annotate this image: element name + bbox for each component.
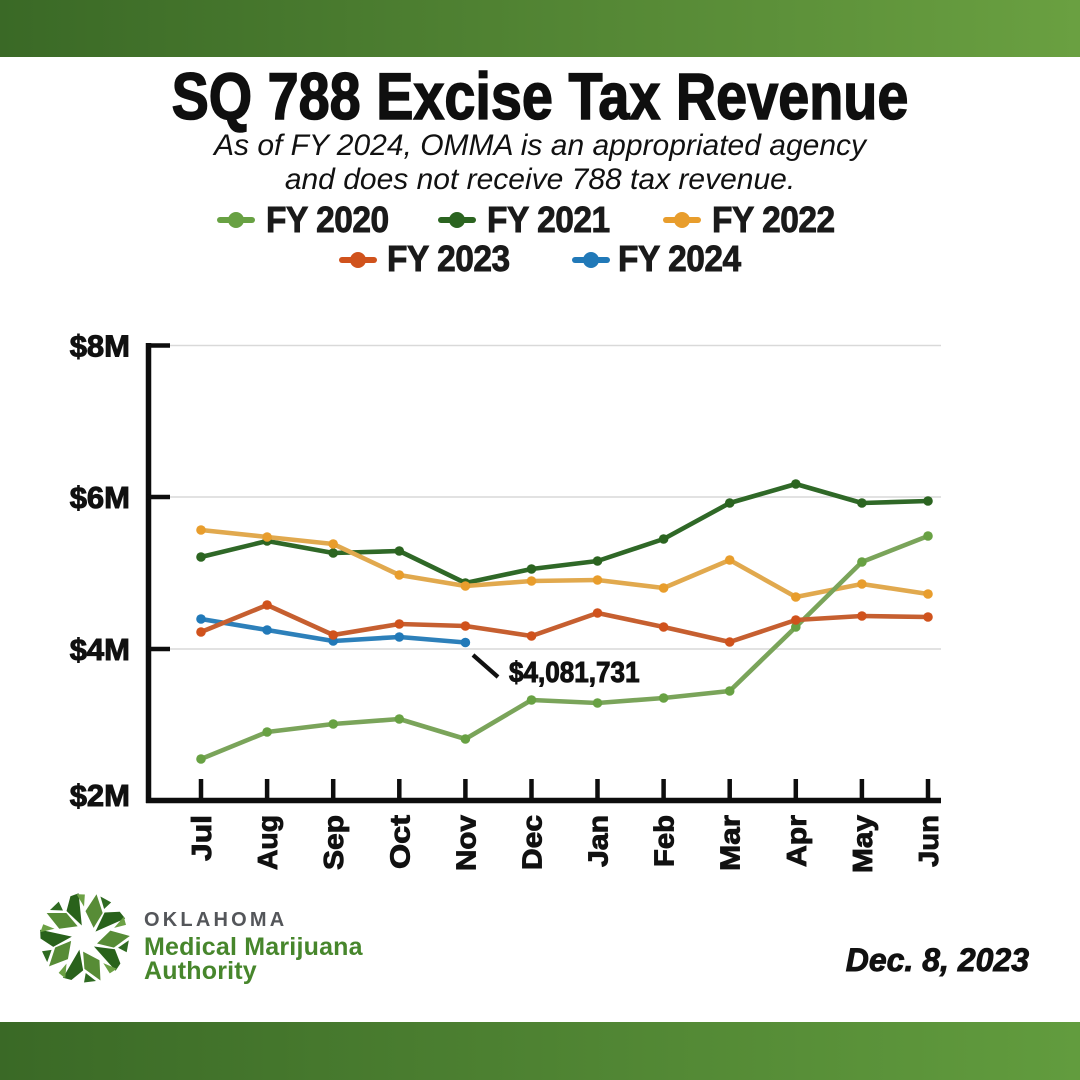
svg-text:Jun: Jun	[913, 815, 944, 867]
svg-text:Aug: Aug	[252, 815, 283, 870]
svg-text:Jan: Jan	[583, 815, 614, 867]
svg-text:$4M: $4M	[70, 632, 130, 667]
svg-text:Mar: Mar	[715, 815, 746, 871]
svg-text:May: May	[847, 815, 878, 873]
svg-text:Dec: Dec	[517, 815, 548, 870]
svg-text:$8M: $8M	[70, 329, 130, 364]
svg-text:$2M: $2M	[70, 778, 130, 813]
svg-text:Jul: Jul	[186, 815, 217, 861]
svg-text:$4,081,731: $4,081,731	[509, 656, 640, 689]
svg-text:Sep: Sep	[318, 815, 349, 870]
svg-text:Oct: Oct	[384, 815, 415, 869]
svg-text:Apr: Apr	[781, 815, 812, 867]
svg-text:$6M: $6M	[70, 480, 130, 515]
svg-text:Nov: Nov	[450, 815, 481, 871]
svg-text:Feb: Feb	[649, 815, 680, 867]
